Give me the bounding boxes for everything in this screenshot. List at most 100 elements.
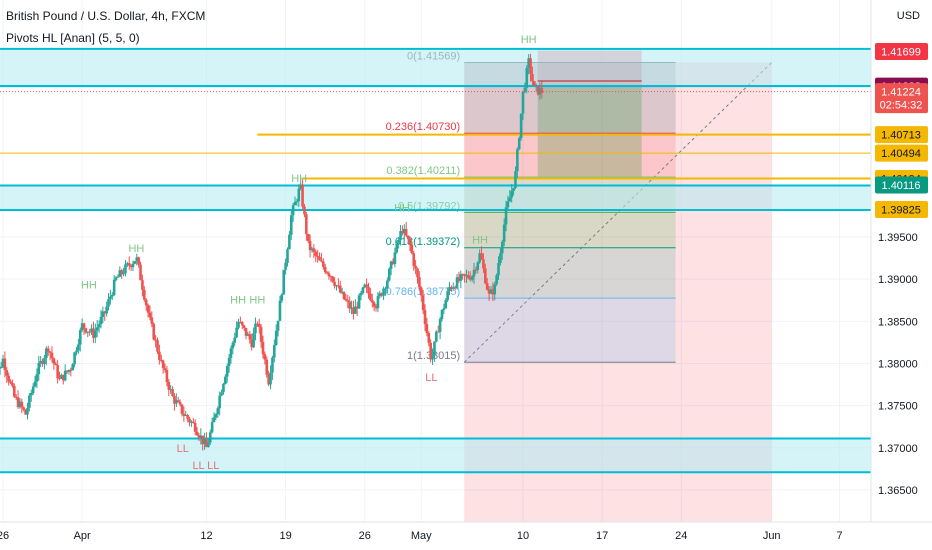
candle-body: [297, 188, 301, 202]
candle-body: [378, 293, 382, 297]
candle-body: [199, 435, 203, 438]
candle-body: [173, 396, 176, 404]
candle-body: [463, 274, 466, 276]
candle-body: [274, 330, 278, 346]
time-tick-label: Apr: [74, 530, 91, 542]
candle-body: [163, 368, 167, 371]
candle-body: [265, 359, 269, 375]
candle-body: [3, 358, 7, 371]
candle-body: [186, 415, 189, 419]
horizontal-lines[interactable]: [0, 80, 871, 180]
fib-band: [464, 298, 676, 363]
price-tag: [875, 126, 928, 144]
candle-body: [333, 281, 336, 287]
candle-body: [180, 404, 184, 414]
candle-body: [278, 300, 282, 321]
candle-body: [45, 348, 48, 358]
candle-body: [182, 413, 186, 416]
candle-body: [435, 331, 438, 342]
chart-title: British Pound / U.S. Dollar, 4h, FXCM: [6, 9, 206, 23]
candle-body: [146, 305, 150, 313]
time-tick-label: 7: [836, 530, 842, 542]
candle-body: [65, 370, 69, 372]
candle-body: [448, 287, 451, 292]
zones[interactable]: [0, 47, 871, 474]
pivot-label: LL: [425, 372, 437, 384]
candle-body: [534, 85, 538, 87]
candle-body: [109, 296, 112, 300]
candle-body: [37, 362, 41, 375]
indicator-label[interactable]: Pivots HL [Anan] (5, 5, 0): [6, 31, 140, 45]
candle-body: [442, 308, 446, 310]
candle-body: [286, 249, 289, 263]
pivot-label: LL: [207, 460, 219, 472]
candle-body: [361, 287, 365, 294]
candle-body: [156, 340, 159, 352]
candle-body: [291, 205, 295, 216]
candle-body: [531, 73, 534, 82]
candle-body: [384, 288, 387, 290]
time-tick-label: May: [411, 530, 432, 542]
pivot-label: HH: [521, 34, 537, 46]
candle-body: [5, 370, 9, 376]
candle-body: [363, 284, 367, 288]
candle-body: [376, 296, 380, 309]
candles[interactable]: [0, 53, 544, 451]
candle-body: [50, 352, 54, 359]
candle-body: [24, 409, 27, 415]
candle-body: [346, 300, 350, 302]
candle-body: [355, 306, 359, 309]
candle-body: [391, 261, 395, 265]
candle-body: [455, 277, 459, 289]
candle-body: [461, 274, 465, 276]
candle-body: [338, 285, 342, 293]
candle-body: [295, 201, 299, 203]
candle-body: [41, 360, 44, 365]
candle-body: [314, 251, 318, 257]
price-tick-label: 1.37000: [878, 443, 918, 455]
candle-body: [403, 228, 406, 234]
time-axis[interactable]: 26 Apr 12 19 26 May 10 17 24 Jun 7: [0, 521, 932, 550]
candle-body: [224, 376, 227, 384]
candle-body: [171, 389, 174, 397]
candle-body: [467, 275, 470, 278]
candle-body: [436, 331, 440, 333]
candle-body: [303, 206, 306, 215]
candle-body: [316, 256, 319, 258]
candle-body: [284, 262, 287, 270]
candle-body: [418, 277, 421, 288]
candle-body: [26, 407, 29, 415]
candle-body: [301, 184, 304, 207]
candle-body: [191, 421, 195, 423]
fib-retracement[interactable]: 0(1.41569)0.236(1.40730)0.382(1.40211)0.…: [386, 50, 676, 363]
candle-body: [222, 383, 225, 393]
candle-body: [306, 233, 310, 241]
candle-body: [350, 307, 353, 309]
candle-body: [500, 241, 504, 254]
fib-level-label: 0.382(1.40211): [386, 165, 460, 177]
candle-body: [11, 382, 14, 386]
candle-body: [242, 325, 246, 329]
pivot-label: HH: [472, 235, 488, 247]
candle-body: [312, 248, 316, 252]
candle-body: [289, 215, 293, 235]
candle-body: [491, 289, 495, 295]
candle-body: [80, 323, 84, 331]
candle-body: [203, 439, 206, 445]
candle-body: [48, 351, 52, 353]
candle-body: [28, 395, 31, 408]
candle-body: [397, 240, 400, 243]
candle-body: [484, 268, 487, 284]
fib-band: [464, 212, 676, 248]
candle-body: [318, 256, 321, 261]
candle-body: [433, 341, 436, 356]
candle-body: [414, 265, 417, 269]
candle-body: [167, 381, 171, 390]
candle-body: [427, 333, 431, 343]
candle-body: [421, 295, 425, 311]
candle-body: [538, 88, 542, 95]
candle-body: [305, 214, 308, 234]
time-tick-label: 17: [596, 530, 608, 542]
currency-label[interactable]: USD: [896, 10, 920, 22]
